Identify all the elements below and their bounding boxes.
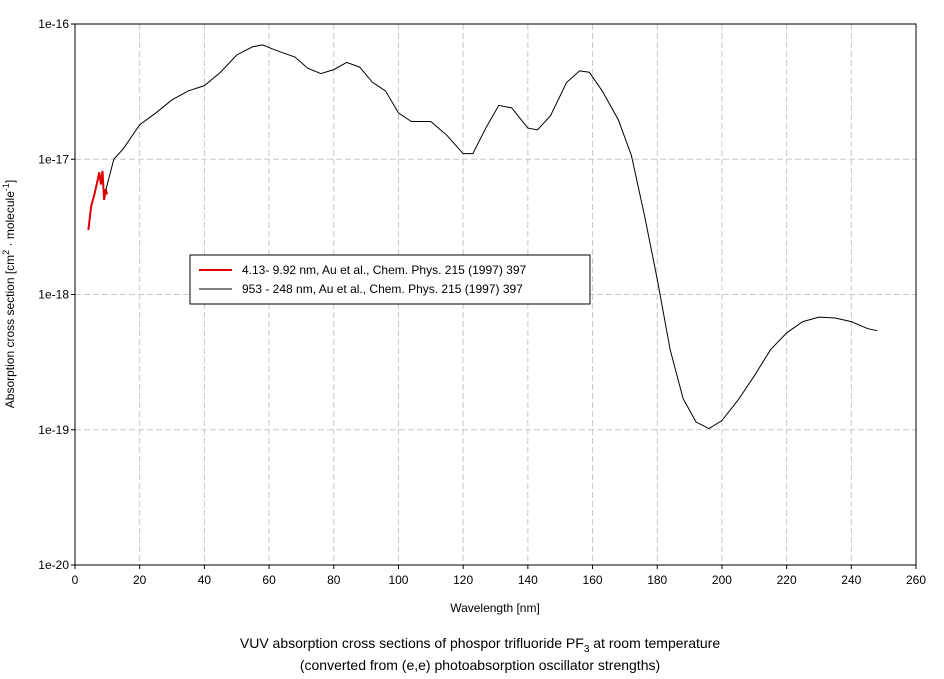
y-tick-label: 1e-20 bbox=[38, 558, 69, 572]
y-label-sup: 2 bbox=[1, 250, 11, 255]
x-tick-label: 160 bbox=[583, 573, 603, 587]
chart-title: VUV absorption cross sections of phospor… bbox=[240, 635, 720, 655]
x-tick-label: 200 bbox=[712, 573, 732, 587]
data-line bbox=[87, 170, 109, 231]
legend-box bbox=[189, 254, 591, 305]
y-label-part: Absorption cross section [cm bbox=[3, 255, 17, 408]
x-tick-label: 140 bbox=[518, 573, 538, 587]
x-tick-label: 100 bbox=[388, 573, 408, 587]
chart-subtitle: (converted from (e,e) photoabsorption os… bbox=[300, 657, 660, 673]
x-tick-label: 120 bbox=[453, 573, 473, 587]
x-tick-label: 20 bbox=[133, 573, 147, 587]
x-tick-label: 220 bbox=[777, 573, 797, 587]
title-part: at room temperature bbox=[589, 635, 720, 651]
legend-label: 953 - 248 nm, Au et al., Chem. Phys. 215… bbox=[242, 282, 523, 296]
x-tick-label: 80 bbox=[327, 573, 341, 587]
x-tick-label: 240 bbox=[841, 573, 861, 587]
y-label-sup: -1 bbox=[1, 183, 11, 191]
plot-frame bbox=[74, 23, 917, 566]
y-tick-label: 1e-19 bbox=[38, 423, 69, 437]
y-tick-label: 1e-16 bbox=[38, 17, 69, 31]
title-part: VUV absorption cross sections of phospor… bbox=[240, 635, 584, 651]
y-label-part: · molecule bbox=[3, 191, 17, 250]
x-tick-label: 40 bbox=[198, 573, 212, 587]
x-tick-label: 0 bbox=[72, 573, 79, 587]
title-sub: 3 bbox=[584, 644, 590, 655]
x-tick-label: 180 bbox=[647, 573, 667, 587]
x-tick-label: 60 bbox=[262, 573, 276, 587]
legend-label: 4.13- 9.92 nm, Au et al., Chem. Phys. 21… bbox=[242, 263, 526, 277]
x-axis-label: Wavelength [nm] bbox=[450, 601, 540, 615]
y-tick-label: 1e-18 bbox=[38, 288, 69, 302]
data-line bbox=[105, 44, 878, 430]
y-tick-label: 1e-17 bbox=[38, 152, 69, 166]
y-axis-label: Absorption cross section [cm2 · molecule… bbox=[1, 180, 17, 408]
y-label-part: ] bbox=[3, 180, 17, 183]
x-tick-label: 260 bbox=[906, 573, 926, 587]
